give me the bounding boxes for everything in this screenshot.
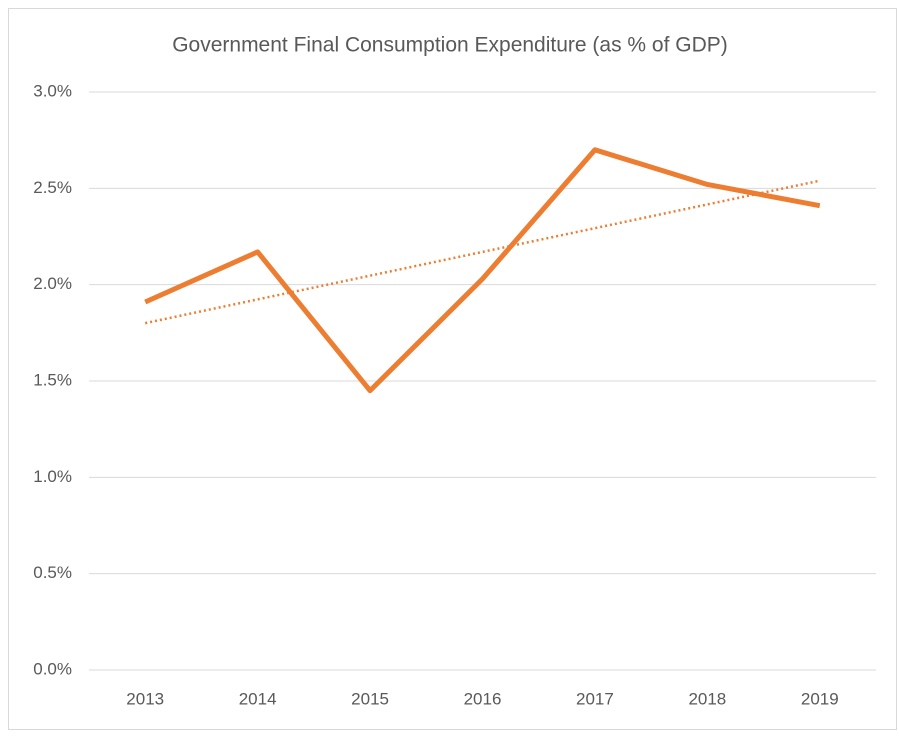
y-tick-label: 2.5% [33, 178, 72, 197]
y-tick-label: 3.0% [33, 81, 72, 100]
x-tick-label: 2013 [126, 689, 164, 708]
chart-border [8, 8, 897, 730]
x-tick-label: 2019 [801, 689, 839, 708]
x-tick-label: 2018 [688, 689, 726, 708]
y-tick-label: 0.5% [33, 563, 72, 582]
y-tick-label: 1.0% [33, 467, 72, 486]
x-tick-label: 2014 [239, 689, 277, 708]
x-tick-label: 2015 [351, 689, 389, 708]
y-tick-label: 0.0% [33, 659, 72, 678]
y-tick-label: 2.0% [33, 274, 72, 293]
line-series [144, 147, 821, 394]
chart-title: Government Final Consumption Expenditure… [172, 34, 728, 57]
x-tick-label: 2017 [576, 689, 614, 708]
x-tick-label: 2016 [464, 689, 502, 708]
y-tick-label: 1.5% [33, 370, 72, 389]
